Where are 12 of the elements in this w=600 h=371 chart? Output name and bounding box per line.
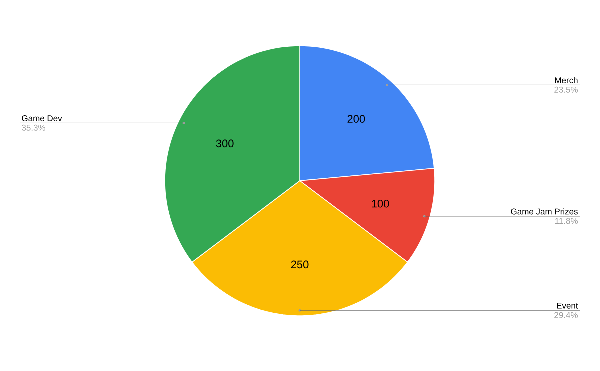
data-label: 100 <box>372 200 390 208</box>
slice-label: Merch <box>555 77 578 84</box>
text: 29.4% <box>554 312 578 318</box>
text: 35.3% <box>22 124 46 131</box>
data-label: 250 <box>291 260 309 269</box>
slice-label: Game Jam Prizes <box>511 208 578 215</box>
data-label: 300 <box>216 140 234 148</box>
slice-label: Game Dev <box>22 116 62 122</box>
data-label: 200 <box>348 115 366 124</box>
slice-label: Event <box>557 302 578 309</box>
text: 23.5% <box>554 86 578 93</box>
text: 11.8% <box>555 218 578 224</box>
